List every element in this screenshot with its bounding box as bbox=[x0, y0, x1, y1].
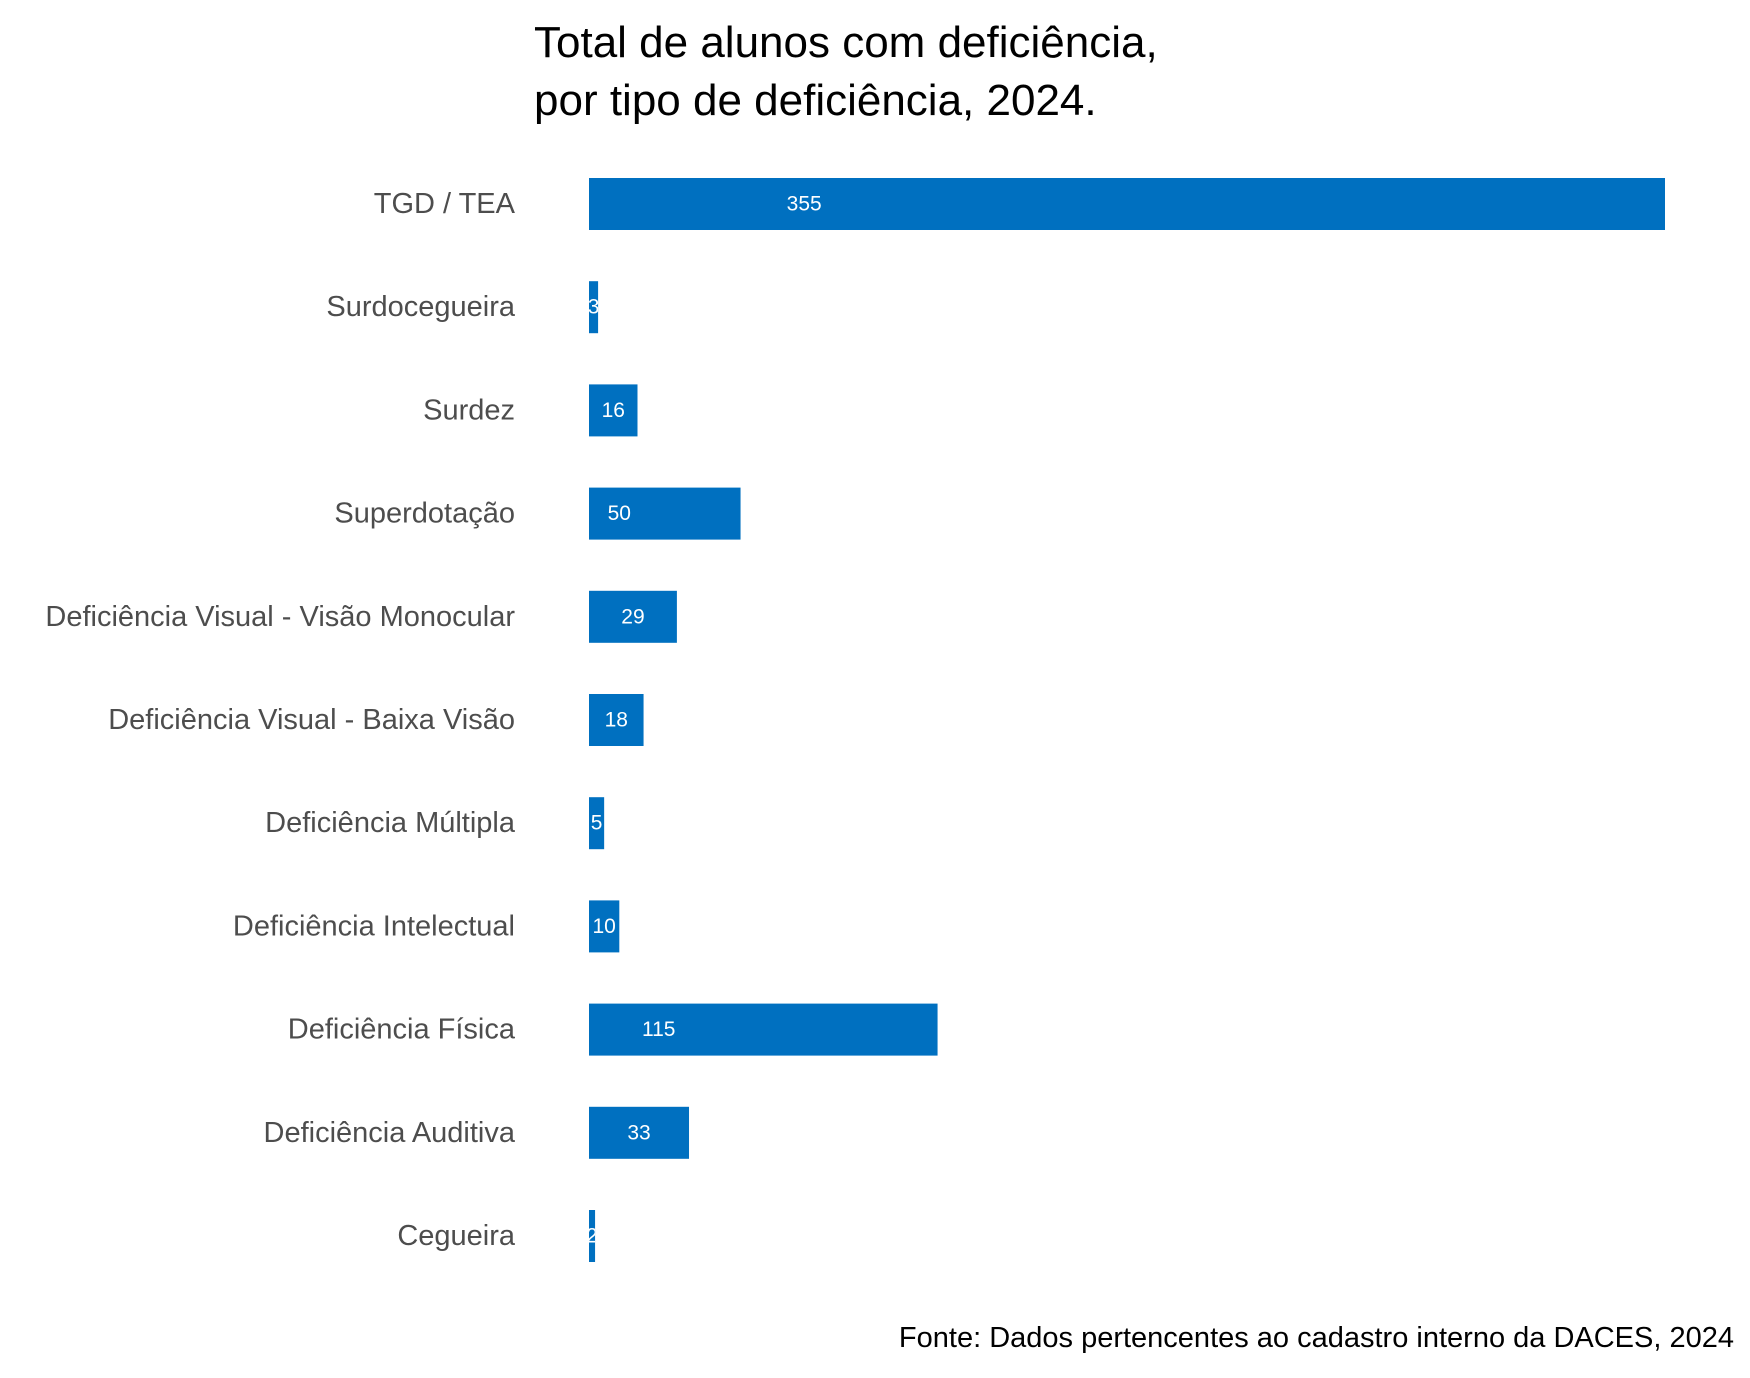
value-label: 5 bbox=[591, 812, 603, 835]
category-label: Surdocegueira bbox=[326, 291, 515, 323]
value-label: 16 bbox=[602, 399, 625, 422]
value-label: 18 bbox=[605, 709, 628, 732]
category-label: Deficiência Visual - Baixa Visão bbox=[108, 704, 515, 736]
bar bbox=[589, 1003, 938, 1056]
value-label: 10 bbox=[592, 915, 615, 938]
category-label: Deficiência Física bbox=[288, 1014, 516, 1046]
category-label: Deficiência Auditiva bbox=[264, 1117, 516, 1149]
bar bbox=[589, 1210, 596, 1262]
chart-title-line-1: Total de alunos com deficiência, bbox=[534, 18, 1158, 67]
category-label: Superdotação bbox=[334, 498, 515, 530]
bar bbox=[589, 281, 599, 334]
bar bbox=[589, 590, 677, 643]
plot-area: TGD / TEA 355 Surdocegueira 3 Surdez 16 Superd… bbox=[45, 178, 1665, 1262]
value-label: 3 bbox=[588, 296, 600, 319]
value-label: 29 bbox=[621, 605, 644, 628]
chart-title: Total de alunos com deficiência, por tip… bbox=[534, 14, 1158, 130]
bar bbox=[589, 900, 620, 953]
value-label: 115 bbox=[642, 1018, 675, 1041]
chart-title-line-2: por tipo de deficiência, 2024. bbox=[534, 76, 1097, 125]
chart-caption: Fonte: Dados pertencentes ao cadastro in… bbox=[898, 1322, 1734, 1354]
bar bbox=[589, 797, 605, 850]
category-label: Deficiência Múltipla bbox=[265, 807, 516, 839]
value-label: 355 bbox=[787, 193, 822, 216]
category-label: Deficiência Intelectual bbox=[233, 910, 515, 942]
category-label: TGD / TEA bbox=[374, 188, 516, 220]
value-label: 33 bbox=[627, 1121, 650, 1144]
value-label: 2 bbox=[586, 1225, 598, 1248]
bar bbox=[589, 694, 644, 746]
category-label: Cegueira bbox=[397, 1220, 516, 1252]
bar bbox=[589, 178, 1665, 230]
category-label: Surdez bbox=[423, 394, 515, 426]
bar bbox=[589, 1106, 690, 1159]
category-label: Deficiência Visual - Visão Monocular bbox=[45, 601, 515, 633]
value-label: 50 bbox=[608, 502, 631, 525]
bar bbox=[589, 384, 638, 437]
bar bbox=[589, 487, 741, 540]
